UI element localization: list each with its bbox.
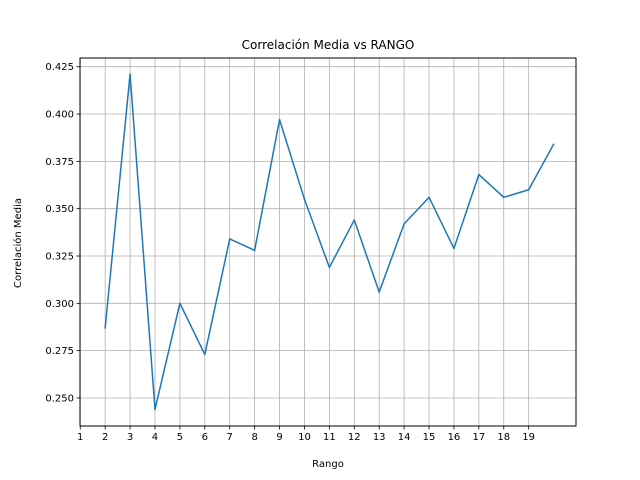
data-point [278,118,281,121]
y-tick-label: 0.400 [45,110,74,121]
y-axis-title: Correlación Media [12,198,24,288]
plot-frame [79,57,577,427]
data-point [453,247,455,250]
y-tick-label: 0.300 [45,299,74,310]
x-tick-label: 3 [127,432,133,443]
x-tick-label: 4 [152,432,158,443]
data-point [353,219,356,221]
data-point [502,196,505,199]
y-tick-label: 0.425 [45,62,74,73]
data-point [552,143,555,146]
x-tick-label: 8 [251,432,257,443]
data-point [204,353,206,356]
x-tick-label: 19 [522,432,535,443]
y-tick-label: 0.375 [45,157,74,168]
data-point [303,198,306,201]
y-tick-label: 0.275 [45,346,74,357]
x-tick-label: 5 [177,432,183,443]
data-point [179,302,181,305]
x-tick-label: 16 [448,432,461,443]
x-tick-label: 2 [102,432,108,443]
x-tick-label: 18 [497,432,510,443]
x-tick-label: 1 [77,432,83,443]
data-point [378,291,380,293]
data-point [328,266,331,269]
x-axis-ticks: 1 2 3 4 5 6 7 8 9 10 11 12 13 14 15 16 17 18 19 [77,426,535,443]
data-point [527,188,530,191]
x-tick-label: 15 [423,432,436,443]
data-point [129,73,131,76]
data-point [403,223,405,225]
data-point [104,327,106,329]
y-tick-label: 0.325 [45,252,74,263]
x-tick-label: 10 [298,432,311,443]
x-tick-label: 14 [398,432,411,443]
data-point [154,408,156,411]
x-axis-title: Rango [312,459,344,470]
y-axis-ticks: 0.250 0.275 0.300 0.325 0.350 0.375 0.400 0.425 [45,62,80,404]
data-point [228,238,231,240]
y-tick-label: 0.250 [45,393,74,404]
x-tick-label: 7 [227,432,233,443]
chart-title: Correlación Media vs RANGO [242,38,415,52]
x-tick-label: 11 [323,432,336,443]
data-point [253,249,256,252]
data-point [478,173,480,176]
x-tick-label: 9 [276,432,282,443]
x-tick-label: 13 [373,432,386,443]
x-tick-label: 17 [472,432,485,443]
x-tick-label: 6 [202,432,208,443]
x-tick-label: 12 [348,432,361,443]
series-group [104,73,555,411]
y-tick-label: 0.350 [45,204,74,215]
data-point [428,196,430,199]
